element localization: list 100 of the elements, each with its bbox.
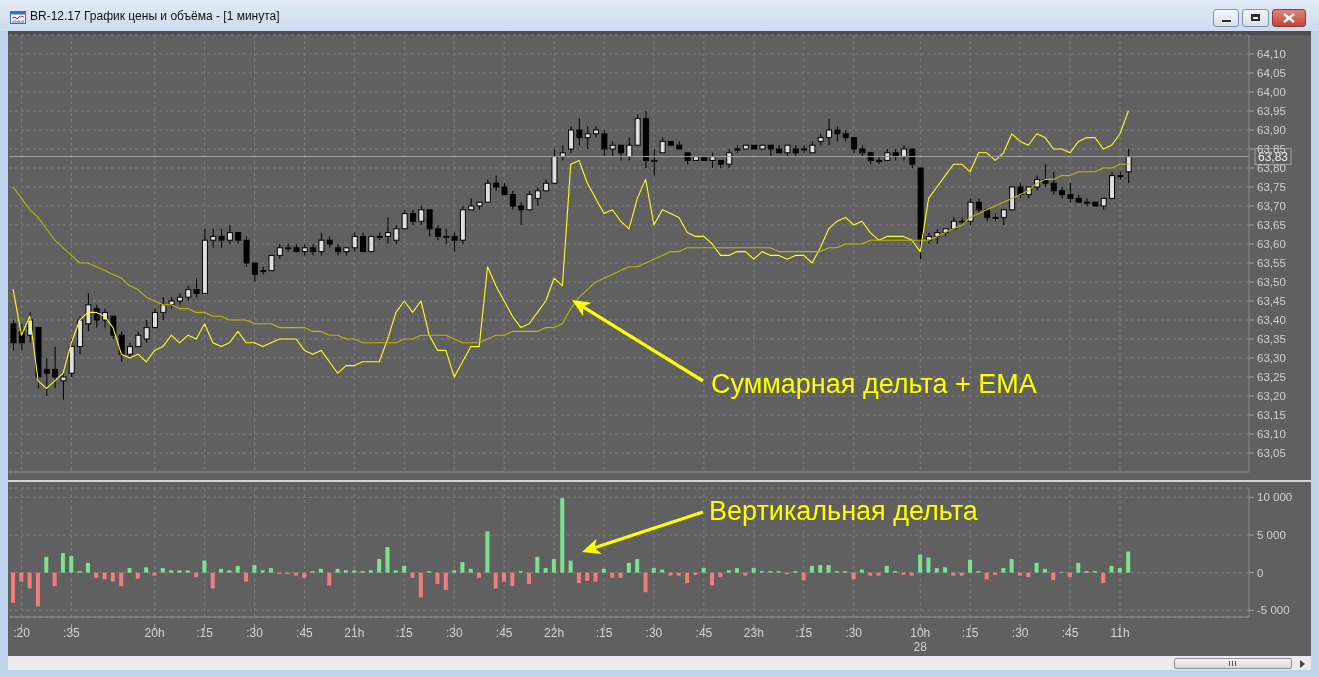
x-tick-label: :45: [495, 626, 513, 640]
bar: [576, 572, 581, 584]
x-tick-label: :30: [445, 626, 463, 640]
bar: [435, 572, 440, 584]
bar: [651, 568, 656, 573]
bar: [735, 568, 740, 573]
candlestick: [160, 296, 167, 321]
y-tick-label: 10 000: [1257, 491, 1293, 504]
x-tick-label: :45: [1061, 626, 1079, 640]
bar: [144, 567, 149, 573]
bar: [959, 572, 964, 576]
candlestick: [93, 304, 100, 329]
bar: [11, 572, 15, 603]
bar: [302, 572, 307, 578]
candlestick: [626, 137, 633, 161]
bar: [169, 570, 174, 573]
candlestick: [651, 148, 658, 177]
candlestick: [310, 243, 317, 256]
bar: [826, 565, 831, 573]
x-tick-label: :30: [645, 626, 663, 640]
bar: [1101, 572, 1106, 584]
bar: [227, 570, 232, 573]
bar: [260, 570, 265, 573]
bar: [876, 572, 881, 576]
candlestick: [151, 308, 158, 329]
candlestick: [360, 232, 367, 253]
y-tick-label: -5 000: [1257, 604, 1290, 617]
x-tick-label: :15: [595, 626, 613, 640]
candlestick: [876, 156, 882, 165]
bar: [160, 568, 165, 573]
candlestick: [484, 178, 491, 203]
candlestick: [10, 319, 17, 351]
bar: [318, 568, 323, 573]
candlestick: [1050, 171, 1057, 196]
y-tick-label: 63,60: [1257, 238, 1286, 251]
bar: [676, 572, 681, 576]
candlestick: [801, 144, 808, 154]
y-tick-label: 64,10: [1257, 48, 1286, 61]
candlestick: [351, 232, 358, 253]
x-tick-label: :20: [13, 626, 31, 640]
bar: [443, 572, 448, 590]
bar: [368, 570, 373, 573]
y-tick-label: 63,15: [1257, 409, 1286, 422]
y-tick-label: 63,30: [1257, 352, 1286, 365]
y-tick-label: 63,90: [1257, 124, 1286, 137]
candlestick: [218, 228, 225, 249]
bar: [94, 572, 99, 578]
bar: [69, 556, 74, 573]
bar: [535, 556, 540, 573]
bar: [1109, 565, 1114, 573]
y-tick-label: 63,65: [1257, 219, 1286, 232]
annotation: 28: [913, 640, 928, 654]
bar: [85, 562, 90, 573]
bar: [968, 559, 973, 573]
bar: [1117, 568, 1122, 573]
x-tick-label: 23h: [743, 626, 764, 640]
y-tick-label: 63,45: [1257, 295, 1286, 308]
bar: [485, 531, 490, 573]
y-tick-label: 64,00: [1257, 86, 1286, 99]
bar: [327, 572, 332, 586]
bar: [177, 570, 182, 573]
y-tick-label: 0: [1257, 566, 1264, 579]
candlestick: [143, 319, 150, 344]
bar: [743, 572, 748, 576]
y-tick-label: 63,75: [1257, 181, 1286, 194]
y-tick-label: 63,95: [1257, 105, 1286, 118]
bar: [610, 572, 615, 578]
bar: [934, 568, 939, 573]
y-tick-label: 63,70: [1257, 200, 1286, 213]
x-tick-label: :15: [795, 626, 813, 640]
candlestick: [52, 346, 59, 389]
candlestick: [210, 228, 217, 249]
bar: [110, 572, 115, 582]
y-tick-label: 63,20: [1257, 390, 1286, 403]
bar: [643, 572, 648, 593]
x-tick-label: :15: [961, 626, 979, 640]
bar: [543, 568, 548, 573]
x-tick-label: 20h: [144, 626, 165, 640]
bar: [460, 562, 465, 573]
candlestick: [509, 190, 516, 211]
bar: [660, 569, 665, 573]
bar: [202, 560, 207, 573]
bar: [668, 572, 673, 576]
bar: [868, 572, 873, 576]
candlestick: [601, 129, 608, 158]
bar: [385, 547, 390, 573]
bar: [135, 572, 140, 579]
candlestick: [426, 209, 433, 237]
bar: [393, 570, 398, 573]
x-tick-label: :45: [296, 626, 314, 640]
bar: [127, 568, 132, 573]
candlestick: [518, 201, 525, 226]
bar: [926, 557, 931, 573]
bar: [626, 562, 631, 573]
y-tick-label: 63,35: [1257, 333, 1286, 346]
bar: [1034, 562, 1039, 573]
bar: [1001, 568, 1006, 573]
bar: [601, 568, 606, 573]
y-tick-label: 63,10: [1257, 428, 1286, 441]
candlestick: [318, 232, 325, 256]
